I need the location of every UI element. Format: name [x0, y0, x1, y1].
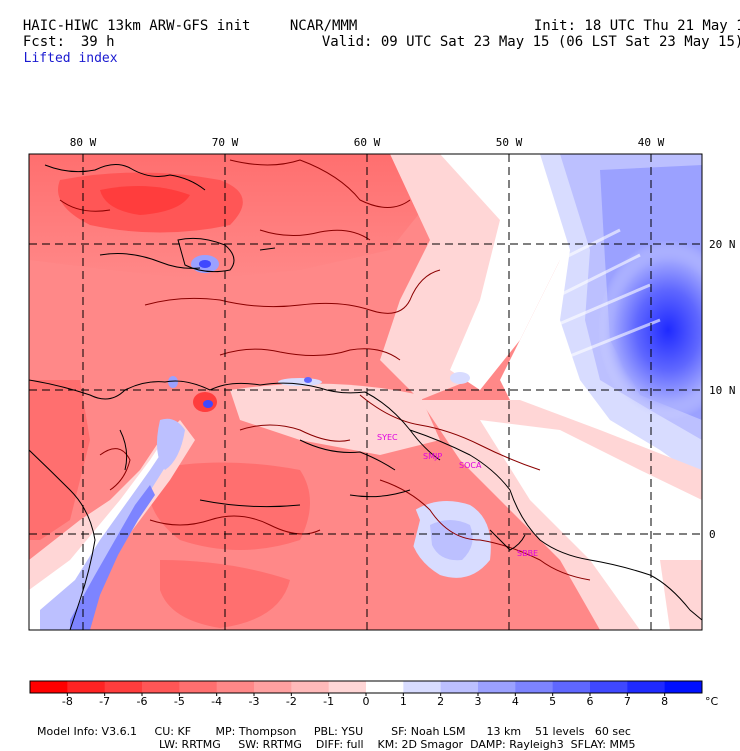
init-time: Init: 18 UTC Thu 21 May 15	[533, 18, 740, 34]
station-smjp: SMJP	[423, 452, 442, 461]
lon-label-60w: 60 W	[354, 136, 381, 149]
colorbar-tick-label: -1	[323, 695, 334, 708]
colorbar-tick-label: -8	[62, 695, 73, 708]
colorbar: -8 -7 -6 -5 -4 -3 -2 -1 0 1 2 3 4 5 6 7 8 °C	[29, 680, 719, 708]
colorbar-swatch	[664, 681, 703, 693]
colorbar-tick-label: 8	[661, 695, 668, 708]
colorbar-swatch	[366, 681, 404, 693]
colorbar-swatch	[552, 681, 591, 693]
lat-lon-grid	[29, 154, 702, 630]
colorbar-swatch	[627, 681, 666, 693]
colorbar-swatch	[403, 681, 442, 693]
lat-label-0: 0	[709, 528, 716, 541]
colorbar-tick-label: 5	[549, 695, 556, 708]
map-field	[29, 154, 702, 630]
colorbar-swatch	[67, 681, 106, 693]
colorbar-tick-label: 3	[475, 695, 482, 708]
colorbar-tick-label: -5	[174, 695, 185, 708]
map-frame	[28, 153, 703, 631]
forecast-label: Fcst:	[22, 34, 66, 50]
colorbar-tick-label: -4	[211, 695, 222, 708]
coastlines	[29, 164, 702, 630]
colorbar-swatch	[254, 681, 292, 693]
station-syec: SYEC	[377, 433, 398, 442]
colorbar-swatch	[440, 681, 479, 693]
colorbar-tick-label: -6	[137, 695, 148, 708]
colorbar-tick-label: 6	[587, 695, 594, 708]
colorbar-unit: °C	[705, 695, 719, 708]
colorbar-tick-label: -2	[286, 695, 297, 708]
colorbar-swatch	[104, 681, 143, 693]
colorbar-swatch	[179, 681, 218, 693]
lon-label-50w: 50 W	[496, 136, 523, 149]
lon-label-70w: 70 W	[212, 136, 239, 149]
colorbar-swatch	[328, 681, 367, 693]
colorbar-tick-label: -7	[99, 695, 110, 708]
colorbar-swatch	[478, 681, 516, 693]
lat-label-10n: 10 N	[709, 384, 736, 397]
colorbar-tick-label: 7	[624, 695, 631, 708]
forecast-hour: 39 h	[80, 34, 115, 50]
station-soca: SOCA	[459, 461, 482, 470]
colorbar-swatch	[515, 681, 554, 693]
model-info-line-1: Model Info: V3.6.1 CU: KF MP: Thompson P…	[37, 725, 631, 738]
colorbar-tick-label: -3	[249, 695, 260, 708]
field-name: Lifted index	[23, 51, 118, 66]
lifted-index-contours	[59, 159, 591, 581]
colorbar-swatch	[142, 681, 180, 693]
station-sbbe: SBBE	[517, 549, 538, 558]
organization: NCAR/MMM	[289, 18, 358, 34]
valid-time: Valid: 09 UTC Sat 23 May 15 (06 LST Sat …	[321, 34, 740, 50]
colorbar-tick-label: 0	[363, 695, 370, 708]
colorbar-swatch	[216, 681, 255, 693]
colorbar-swatch	[30, 681, 68, 693]
colorbar-swatch	[291, 681, 330, 693]
colorbar-tick-label: 4	[512, 695, 519, 708]
colorbar-swatch	[590, 681, 628, 693]
colorbar-tick-label: 1	[400, 695, 407, 708]
lon-label-80w: 80 W	[70, 136, 97, 149]
lon-label-40w: 40 W	[638, 136, 665, 149]
model-title: HAIC-HIWC 13km ARW-GFS init	[22, 18, 251, 34]
lat-label-20n: 20 N	[709, 238, 736, 251]
colorbar-tick-label: 2	[437, 695, 444, 708]
